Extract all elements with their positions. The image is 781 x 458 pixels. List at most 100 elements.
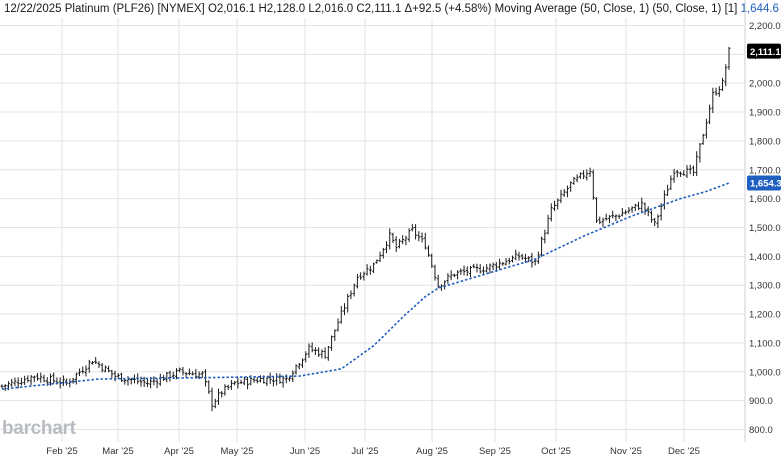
- ohlc-bar: [81, 366, 85, 374]
- ohlc-bar: [401, 235, 405, 245]
- ohlc-bar: [488, 263, 492, 274]
- ohlc-bar: [672, 168, 676, 183]
- ohlc-bar: [120, 372, 123, 382]
- ohlc-bar: [620, 207, 624, 217]
- ohlc-bar: [217, 388, 220, 405]
- ohlc-bar: [84, 365, 88, 377]
- ohlc-bar: [326, 345, 330, 361]
- y-tick-label: 900.0: [749, 396, 773, 407]
- ohlc-bar: [698, 142, 702, 163]
- ohlc-bar: [562, 189, 566, 197]
- ohlc-bar: [572, 176, 576, 185]
- ohlc-bar: [695, 151, 699, 177]
- x-tick-label: May '25: [221, 446, 254, 457]
- ohlc-bar: [255, 376, 259, 384]
- ohlc-bar: [692, 165, 695, 176]
- ohlc-bar: [469, 265, 472, 278]
- ohlc-bar: [456, 270, 459, 280]
- ohlc-bar: [78, 368, 81, 377]
- barchart-logo: barchart: [2, 418, 76, 439]
- ohlc-bar: [356, 274, 359, 289]
- ohlc-bar: [123, 379, 127, 385]
- ohlc-bar: [585, 169, 589, 181]
- y-tick-label: 1,100.0: [749, 338, 781, 349]
- y-tick-label: 1,200.0: [749, 310, 781, 321]
- y-tick-label: 800.0: [749, 425, 773, 436]
- ohlc-bar: [291, 370, 295, 383]
- ohlc-bar: [595, 197, 598, 223]
- ohlc-bar: [314, 347, 317, 355]
- ohlc-bar: [721, 77, 724, 92]
- ohlc-bar: [52, 372, 56, 384]
- ohlc-bar: [491, 262, 495, 271]
- ohlc-bar: [19, 377, 23, 386]
- ohlc-bar: [278, 373, 282, 384]
- ohlc-bar: [275, 373, 279, 386]
- ohlc-bar: [624, 210, 628, 215]
- ohlc-bar: [281, 375, 285, 388]
- ohlc-bar: [540, 236, 543, 257]
- ohlc-bar: [566, 185, 569, 198]
- ohlc-bar: [42, 374, 46, 383]
- ohlc-bar: [504, 258, 508, 266]
- ohlc-bar: [682, 170, 686, 176]
- ohlc-bar: [449, 270, 453, 281]
- x-tick-label: Jul '25: [351, 446, 378, 457]
- ohlc-bar: [233, 381, 237, 386]
- ohlc-bar: [669, 175, 673, 191]
- ma-value-tag: [747, 175, 781, 191]
- ohlc-bar: [659, 203, 663, 221]
- ohlc-bar: [236, 377, 240, 389]
- ohlc-bar: [398, 238, 401, 249]
- ohlc-bar: [110, 369, 114, 379]
- ohlc-bar: [87, 359, 91, 373]
- ohlc-bar: [633, 203, 637, 212]
- ohlc-bar: [26, 375, 30, 383]
- ohlc-bar: [727, 46, 731, 70]
- ohlc-bar: [533, 258, 537, 266]
- ohlc-bar: [16, 377, 20, 389]
- ohlc-bar: [549, 203, 553, 222]
- ohlc-bar: [478, 264, 482, 274]
- ohlc-bar: [666, 184, 670, 196]
- ohlc-bar: [36, 372, 39, 381]
- ohlc-bar: [152, 376, 156, 386]
- ohlc-bar: [410, 223, 414, 232]
- ohlc-bar: [630, 206, 634, 213]
- ohlc-bar: [349, 290, 353, 300]
- ohlc-bar: [640, 197, 644, 214]
- x-tick-label: Aug '25: [416, 446, 448, 457]
- ohlc-bar: [259, 375, 262, 383]
- ohlc-bar: [578, 172, 582, 180]
- ohlc-bar: [388, 228, 392, 250]
- ohlc-bar: [391, 232, 395, 243]
- ohlc-bar: [178, 367, 182, 373]
- ohlc-bar: [242, 376, 246, 386]
- ohlc-bar: [717, 86, 721, 97]
- ohlc-bar: [520, 253, 524, 260]
- ohlc-bar: [301, 358, 304, 368]
- ohlc-bar: [333, 329, 337, 341]
- y-tick-label: 1,700.0: [749, 165, 781, 176]
- ohlc-bar: [294, 364, 298, 375]
- x-tick-label: Jun '25: [290, 446, 320, 457]
- ohlc-bar: [339, 305, 343, 324]
- ohlc-bar: [679, 171, 682, 177]
- ohlc-bar: [230, 379, 233, 390]
- ohlc-bar: [714, 87, 718, 96]
- ohlc-bar: [430, 253, 434, 268]
- ohlc-bar: [239, 379, 243, 385]
- ohlc-bar: [113, 370, 117, 382]
- ohlc-bar: [711, 87, 715, 114]
- ohlc-bar: [126, 376, 130, 386]
- ohlc-bar: [627, 207, 631, 214]
- ohlc-bar: [507, 257, 511, 265]
- ohlc-bar: [462, 265, 466, 276]
- ohlc-bar: [146, 378, 149, 388]
- ohlc-bar: [188, 368, 191, 376]
- ohlc-bar: [297, 362, 301, 370]
- ohlc-bar: [323, 347, 327, 359]
- ohlc-bar: [155, 378, 159, 389]
- ohlc-bar: [414, 224, 417, 240]
